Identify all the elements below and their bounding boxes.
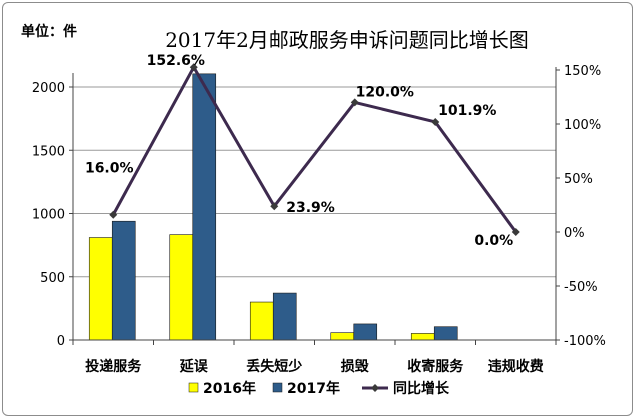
unit-label: 单位：件	[21, 23, 77, 40]
growth-data-label: 120.0%	[356, 84, 414, 100]
growth-data-label: 16.0%	[85, 161, 134, 177]
legend-label: 同比增长	[393, 380, 450, 397]
y-right-tick-label: 150%	[564, 64, 601, 79]
growth-data-label: 101.9%	[438, 103, 496, 119]
legend-label: 2016年	[203, 380, 256, 397]
bar-2017-1	[193, 74, 216, 340]
chart: 2017年2月邮政服务申诉问题同比增长图 单位：件 0 500 1000 1500 20…	[3, 3, 634, 417]
legend-swatch-0	[189, 383, 198, 392]
bar-2017-0	[112, 221, 135, 340]
category-label: 投递服务	[85, 358, 142, 375]
chart-title: 2017年2月邮政服务申诉问题同比增长图	[165, 28, 529, 52]
y-right-tick-label: -100%	[564, 334, 606, 349]
y-left-tick-label: 500	[40, 271, 65, 286]
category-label: 损毁	[341, 358, 370, 375]
legend-line-marker	[371, 384, 379, 392]
y-left-tick-label: 1000	[32, 208, 65, 223]
y-right-tick-label: 0%	[564, 226, 585, 241]
bar-2016-2	[250, 302, 273, 340]
category-label: 丢失短少	[246, 358, 302, 375]
bar-2017-2	[273, 293, 296, 340]
y-right-tick-label: -50%	[564, 280, 598, 295]
y-left-tick-label: 2000	[32, 81, 65, 96]
y-left-tick-label: 0	[57, 334, 65, 349]
legend: 2016年 2017年 同比增长	[189, 380, 450, 397]
bar-2016-3	[331, 333, 354, 340]
legend-label: 2017年	[287, 380, 340, 397]
y-right-tick-label: 50%	[564, 172, 593, 187]
y-left-tick-label: 1500	[32, 144, 65, 159]
bar-2016-1	[170, 235, 193, 340]
bar-2016-0	[89, 238, 112, 340]
category-label: 违规收费	[488, 358, 544, 375]
growth-data-label: 23.9%	[286, 200, 335, 216]
legend-swatch-1	[273, 383, 282, 392]
category-label: 延误	[179, 358, 209, 375]
category-label: 收寄服务	[407, 358, 464, 375]
category-labels: 投递服务 延误 丢失短少 损毁 收寄服务 违规收费	[85, 358, 544, 375]
bar-2016-4	[411, 333, 434, 340]
growth-data-label: 0.0%	[474, 233, 513, 249]
bar-2017-4	[434, 327, 457, 340]
growth-data-label: 152.6%	[147, 53, 205, 69]
chart-frame: 2017年2月邮政服务申诉问题同比增长图 单位：件 0 500 1000 1500 20…	[2, 2, 633, 416]
bar-2017-3	[354, 324, 377, 340]
y-right-tick-label: 100%	[564, 118, 601, 133]
